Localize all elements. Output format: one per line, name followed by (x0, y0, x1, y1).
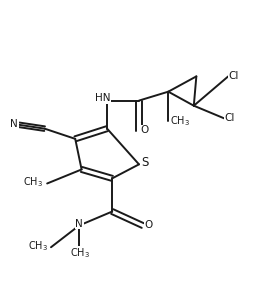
Text: O: O (139, 125, 148, 135)
Text: CH$_3$: CH$_3$ (23, 175, 43, 189)
Text: HN: HN (94, 93, 110, 103)
Text: CH$_3$: CH$_3$ (70, 247, 90, 260)
Text: O: O (144, 219, 152, 229)
Text: N: N (10, 119, 18, 129)
Text: S: S (140, 156, 148, 169)
Text: Cl: Cl (224, 113, 234, 123)
Text: N: N (75, 219, 83, 229)
Text: Cl: Cl (228, 71, 238, 81)
Text: CH$_3$: CH$_3$ (28, 239, 48, 253)
Text: CH$_3$: CH$_3$ (169, 115, 189, 128)
